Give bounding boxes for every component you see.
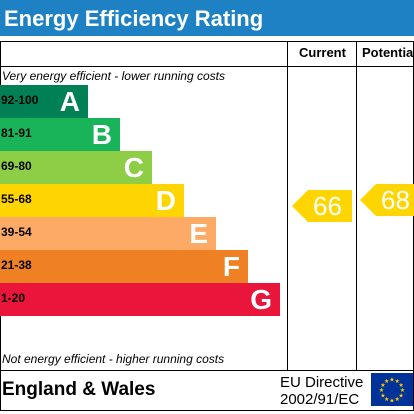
current-arrow-shape	[292, 190, 352, 222]
potential-arrow-shape	[360, 184, 414, 216]
band-range-label: 1-20	[1, 291, 26, 305]
header-bar: Energy Efficiency Rating	[0, 0, 414, 36]
eu-star-icon: ★	[380, 392, 385, 399]
band-letter: D	[155, 185, 176, 216]
eu-star-icon: ★	[379, 387, 384, 394]
band-range-label: 21-38	[1, 258, 32, 272]
eu-flag-icon: ★★★★★★★★★ ★ ★★	[371, 373, 413, 406]
band-a: 92-100 A	[0, 85, 88, 118]
eu-star-icon: ★	[395, 396, 400, 403]
band-letter: F	[222, 251, 240, 282]
band-letter: G	[250, 284, 272, 315]
band-letter: B	[91, 119, 112, 150]
band-letter: A	[59, 86, 80, 117]
current-rating-arrow: 66	[292, 190, 352, 222]
band-range-label: 39-54	[1, 225, 32, 239]
eu-star-icon: ★	[384, 396, 389, 403]
band-d: 55-68 D	[0, 184, 184, 217]
band-letter: C	[123, 152, 144, 183]
eu-star-icon: ★	[380, 382, 385, 389]
header-row-divider	[0, 66, 414, 67]
band-letter: E	[189, 218, 208, 249]
eu-star-icon: ★	[384, 378, 389, 385]
eu-star-icon: ★	[398, 382, 403, 389]
chart-title: Energy Efficiency Rating	[4, 6, 264, 31]
region-label: England & Wales	[2, 379, 156, 400]
eu-star-icon: ★	[398, 392, 403, 399]
column-potential-heading: Potential	[362, 45, 414, 60]
eu-star-icon: ★	[389, 377, 394, 384]
potential-rating-arrow: 68	[360, 184, 414, 216]
band-range-label: 69-80	[1, 159, 32, 173]
directive-line-2: 2002/91/EC	[280, 391, 360, 408]
band-g: 1-20 G	[0, 283, 280, 316]
note-top: Very energy efficient - lower running co…	[2, 69, 225, 83]
potential-column-divider	[356, 41, 357, 371]
band-range-label: 92-100	[1, 93, 39, 107]
current-column-divider	[287, 41, 288, 371]
band-c: 69-80 C	[0, 151, 152, 184]
band-range-label: 55-68	[1, 192, 32, 206]
band-f: 21-38 F	[0, 250, 248, 283]
current-rating-value: 66	[313, 191, 342, 221]
column-current-heading: Current	[299, 45, 346, 60]
potential-rating-value: 68	[381, 185, 410, 215]
eu-star-icon: ★	[389, 398, 394, 405]
band-b: 81-91 B	[0, 118, 120, 151]
directive-line-1: EU Directive	[280, 374, 364, 391]
band-e: 39-54 E	[0, 217, 216, 250]
footer-divider	[0, 370, 414, 371]
eu-star-icon: ★	[395, 378, 400, 385]
note-bottom: Not energy efficient - higher running co…	[2, 352, 225, 366]
eu-star-icon: ★	[400, 387, 405, 394]
band-range-label: 81-91	[1, 126, 32, 140]
